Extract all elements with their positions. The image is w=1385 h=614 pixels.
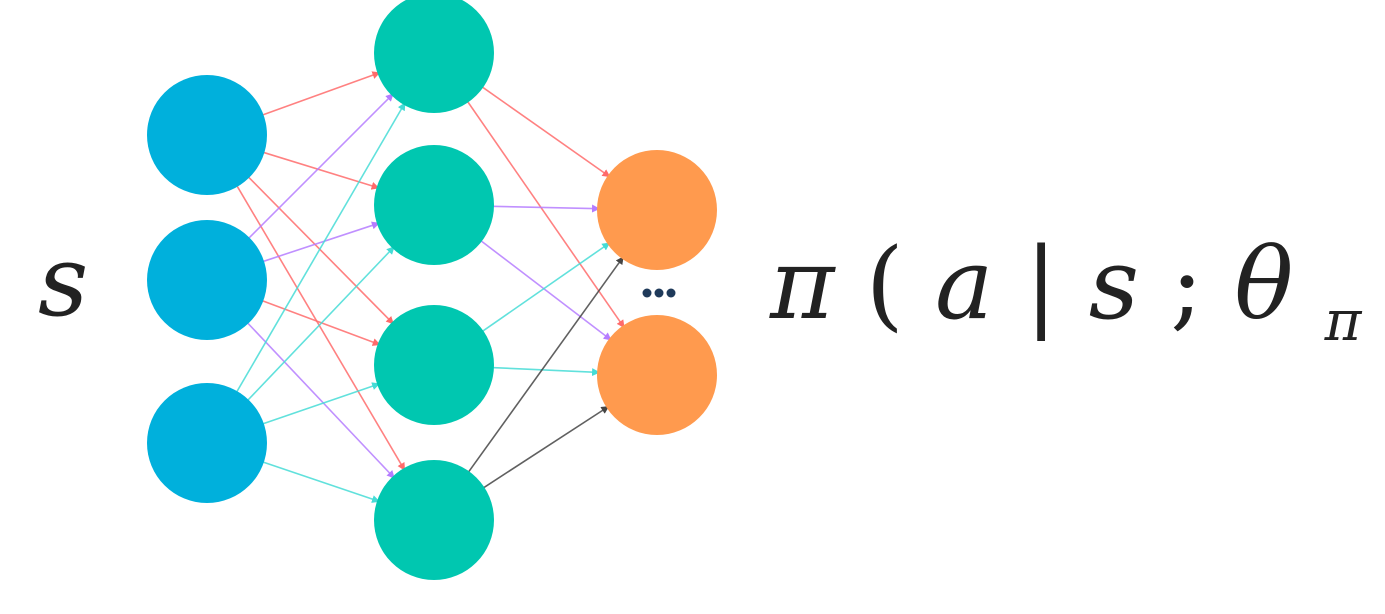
edge-hidden-to-output: [476, 242, 611, 336]
edge-hidden-to-output: [463, 256, 624, 479]
output-neuron: [597, 315, 717, 435]
policy-pi-symbol: π: [769, 228, 836, 342]
input-state-label: s: [38, 225, 88, 339]
hidden-neuron: [374, 305, 494, 425]
edge-input-to-hidden: [255, 458, 381, 503]
hidden-neuron: [374, 145, 494, 265]
input-neuron: [147, 75, 267, 195]
ellipsis-dot: [642, 288, 652, 298]
hidden-neuron: [374, 0, 494, 113]
policy-action-symbol: a: [935, 228, 993, 342]
policy-formula-label: π ( a | s ; θ π ): [769, 228, 1385, 364]
policy-state-symbol: s: [1089, 228, 1139, 342]
edge-input-to-hidden: [255, 71, 381, 119]
edge-hidden-to-output: [477, 405, 610, 493]
hidden-neuron: [374, 460, 494, 580]
edge-hidden-to-output: [476, 82, 611, 178]
policy-conditional-bar: |: [1025, 228, 1058, 342]
input-neuron: [147, 220, 267, 340]
edge-input-to-hidden: [242, 171, 394, 325]
policy-semicolon: ;: [1170, 228, 1203, 342]
edge-input-to-hidden: [243, 93, 394, 244]
policy-theta-subscript: π: [1324, 289, 1363, 354]
edge-input-to-hidden: [255, 297, 381, 346]
output-ellipsis: [642, 288, 676, 298]
ellipsis-dot: [666, 288, 676, 298]
network-edges: [232, 71, 625, 503]
edge-input-to-hidden: [242, 246, 395, 406]
edge-hidden-to-output: [474, 235, 612, 341]
ellipsis-dot: [654, 288, 664, 298]
edge-input-to-hidden: [242, 317, 395, 479]
policy-open-paren: (: [866, 228, 904, 342]
edge-input-to-hidden: [255, 382, 381, 427]
policy-theta-symbol: θ: [1234, 228, 1293, 342]
edge-hidden-to-output: [485, 204, 601, 213]
input-neuron: [147, 383, 267, 503]
edge-hidden-to-output: [462, 95, 625, 329]
edge-input-to-hidden: [256, 221, 380, 265]
network-nodes: [147, 0, 717, 580]
output-neuron: [597, 150, 717, 270]
edge-input-to-hidden: [232, 102, 406, 399]
